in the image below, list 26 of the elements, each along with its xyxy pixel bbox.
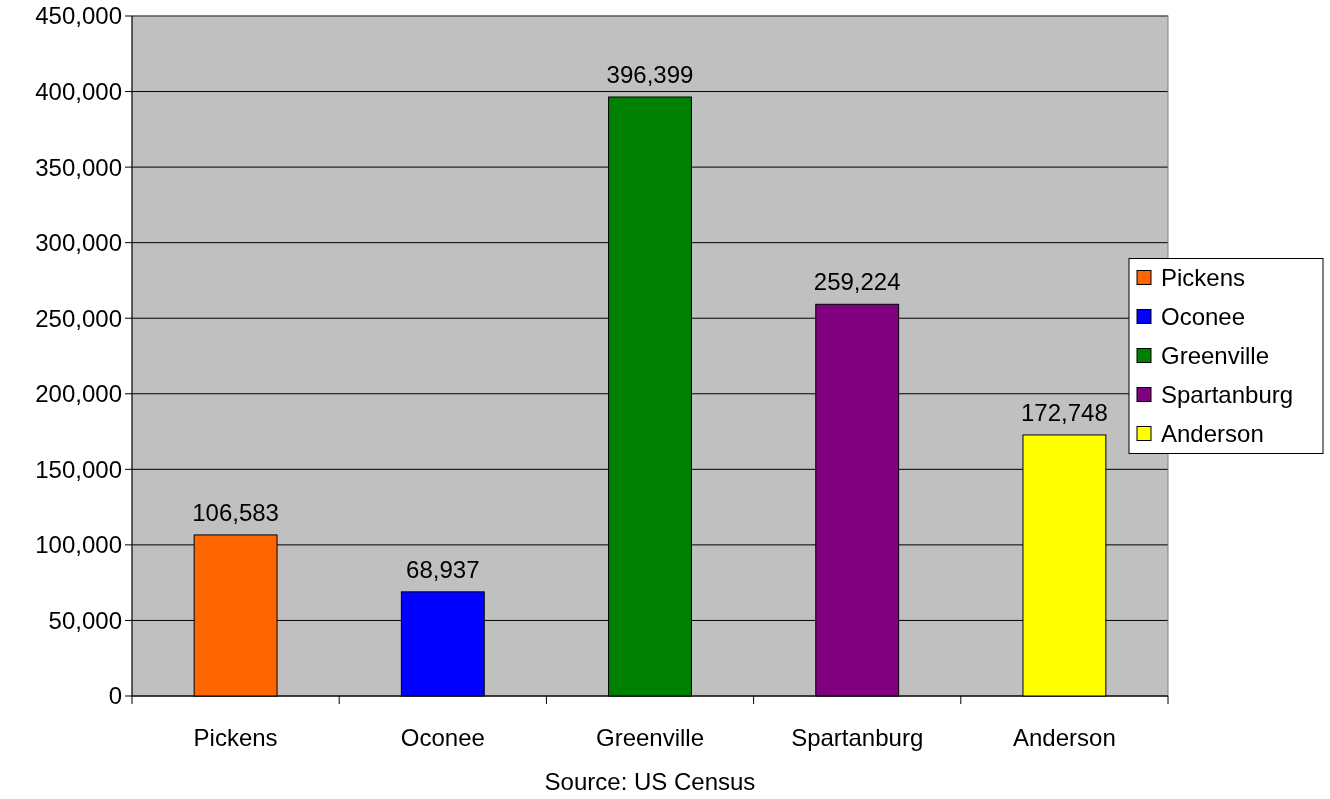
data-label: 68,937 xyxy=(406,555,480,583)
source-note: Source: US Census xyxy=(544,768,756,795)
data-label: 106,583 xyxy=(192,498,279,526)
y-tick-label: 100,000 xyxy=(35,531,122,559)
y-tick-label: 300,000 xyxy=(35,229,122,257)
x-tick-label: Pickens xyxy=(193,724,278,751)
data-label: 172,748 xyxy=(1021,398,1108,426)
y-tick-label: 450,000 xyxy=(35,2,122,30)
y-tick-label: 350,000 xyxy=(35,153,122,181)
legend-label: Greenville xyxy=(1161,341,1270,369)
data-label: 259,224 xyxy=(813,268,901,296)
y-tick-label: 250,000 xyxy=(35,304,122,332)
y-tick-label: 0 xyxy=(108,682,122,710)
y-tick-label: 150,000 xyxy=(35,455,122,483)
y-tick-label: 50,000 xyxy=(48,606,122,634)
x-tick-label: Spartanburg xyxy=(791,724,924,751)
y-tick-label: 200,000 xyxy=(35,380,122,408)
x-tick-label: Greenville xyxy=(595,724,705,751)
x-tick-label: Anderson xyxy=(1013,724,1116,751)
legend-label: Anderson xyxy=(1161,419,1264,447)
x-tick-label: Oconee xyxy=(400,724,485,751)
data-label: 396,399 xyxy=(606,61,694,88)
legend-label: Oconee xyxy=(1161,302,1246,330)
legend-label: Pickens xyxy=(1161,263,1246,291)
y-tick-label: 400,000 xyxy=(35,77,122,105)
legend-label: Spartanburg xyxy=(1161,380,1294,408)
